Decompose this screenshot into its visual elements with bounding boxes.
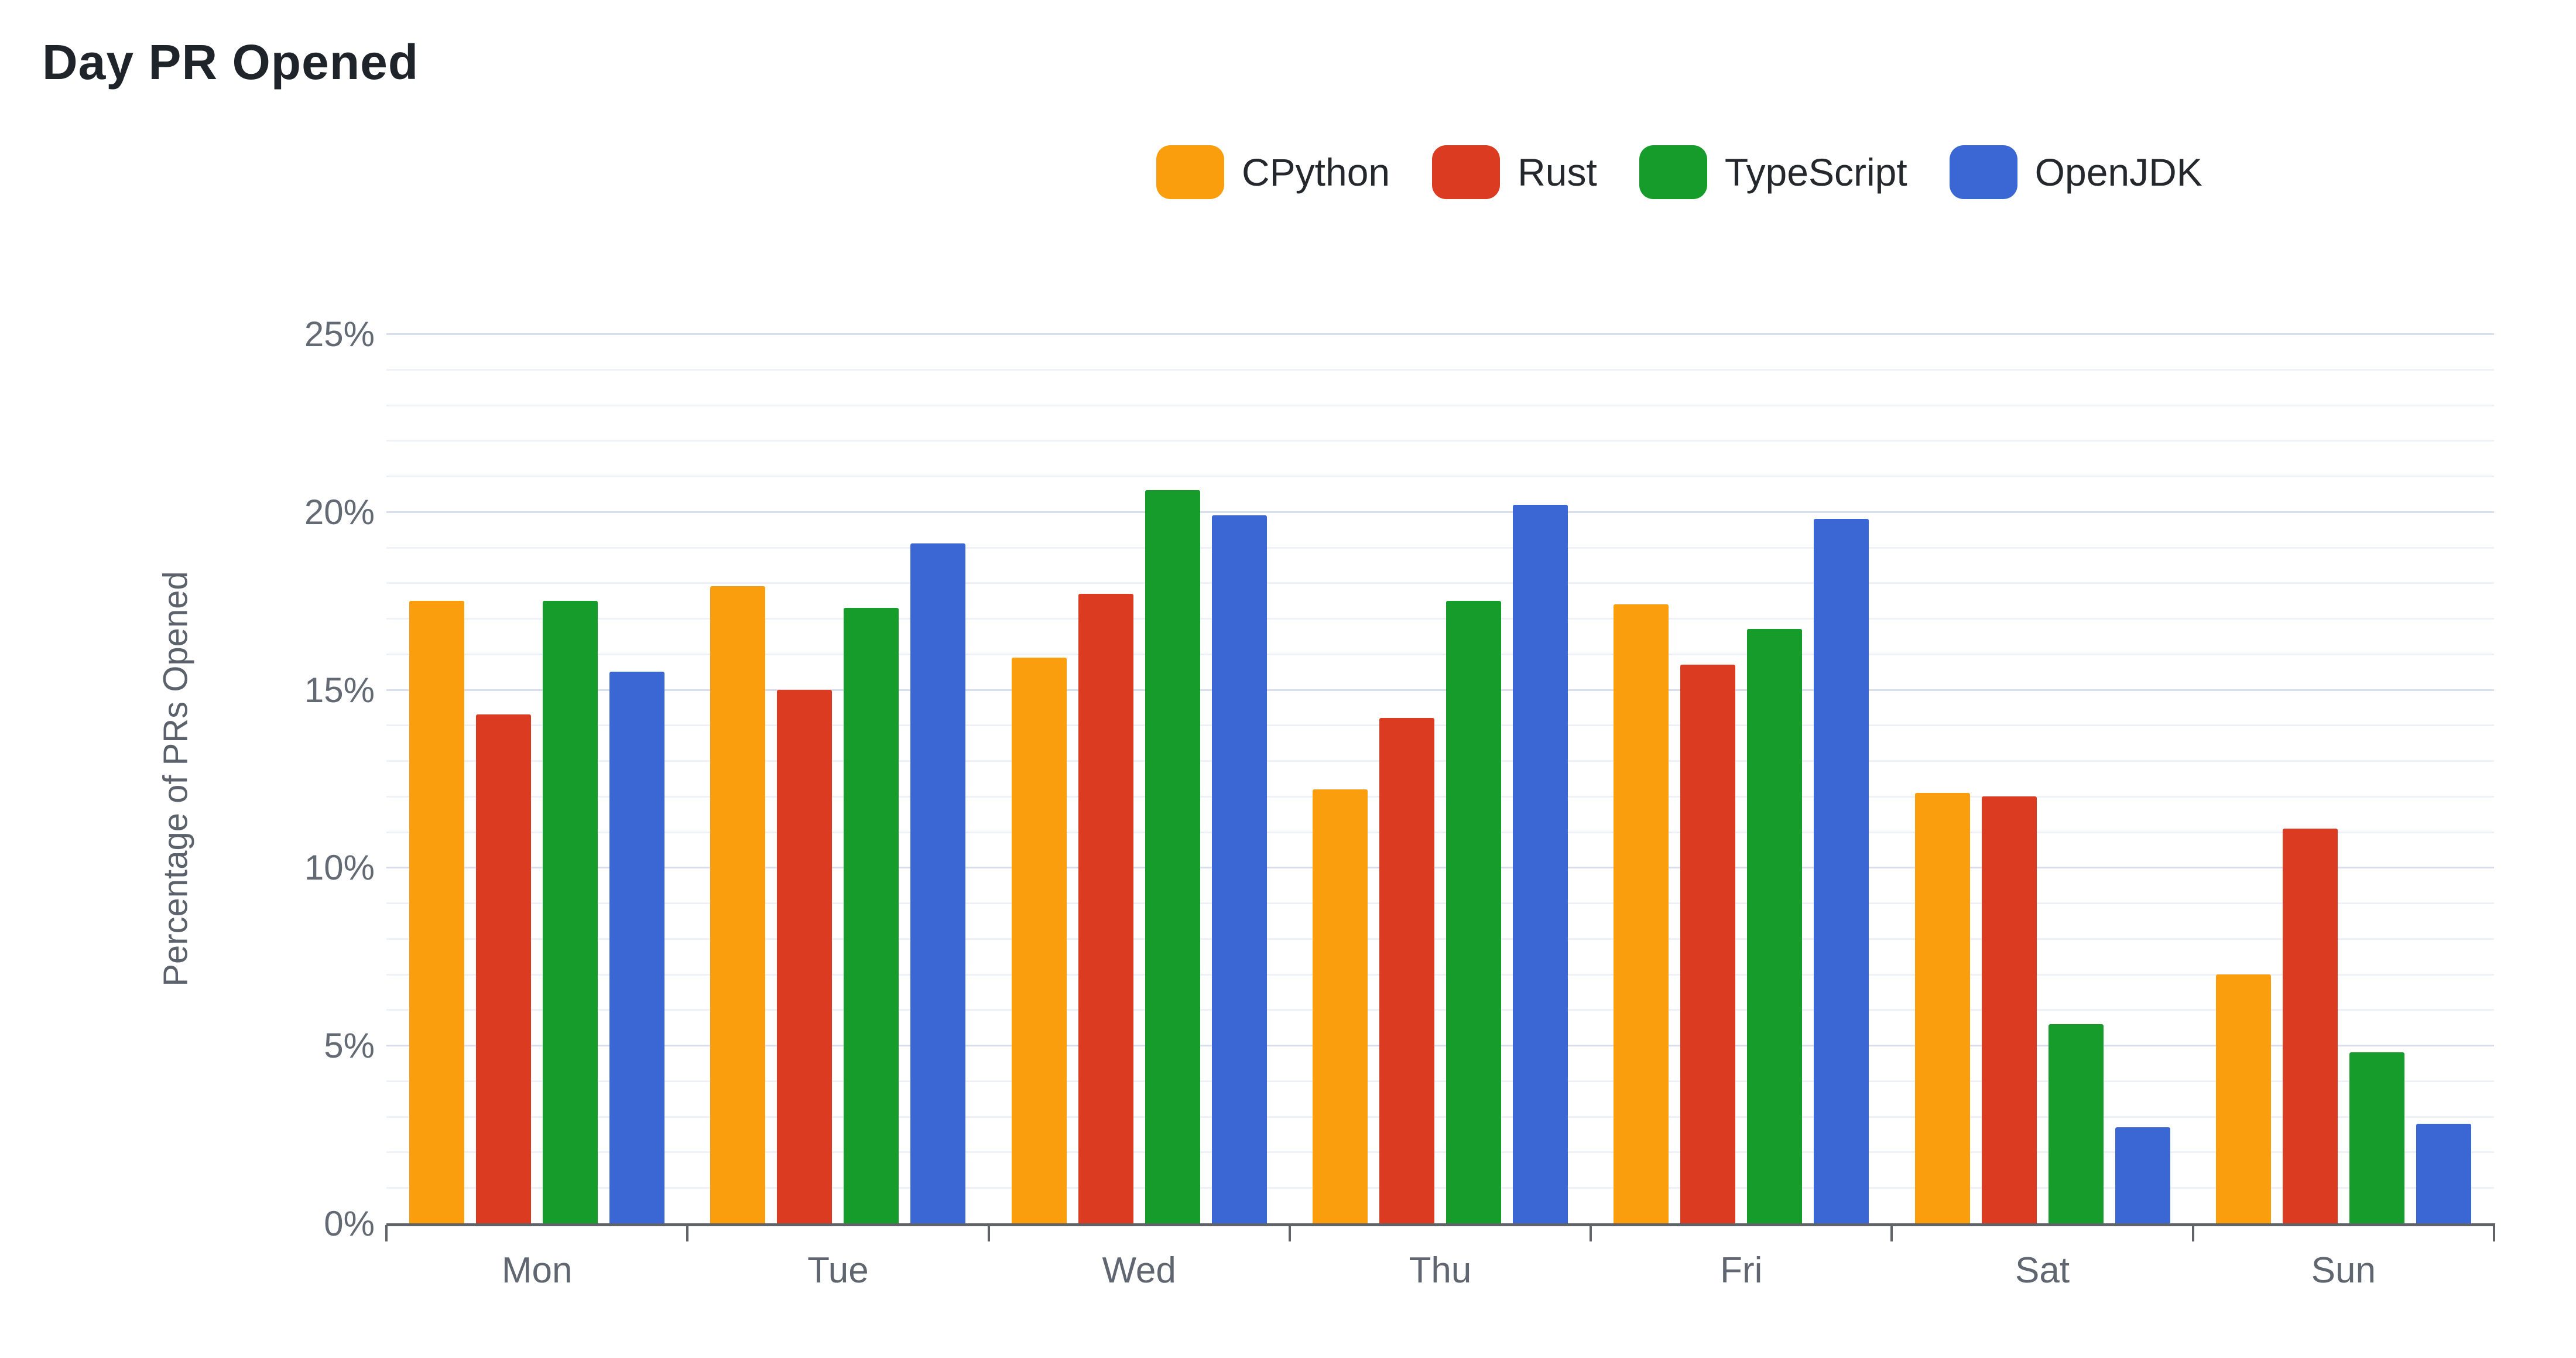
legend-item-openjdk[interactable]: OpenJDK	[1949, 145, 2202, 199]
legend-swatch-openjdk	[1949, 145, 2017, 199]
bar-openjdk-sun[interactable]	[2416, 1123, 2471, 1223]
minor-gridline-9pct	[386, 902, 2494, 905]
bar-cpython-fri[interactable]	[1614, 604, 1669, 1223]
bar-typescript-wed[interactable]	[1145, 490, 1200, 1223]
legend-label: OpenJDK	[2034, 150, 2202, 194]
x-tick-label-fri: Fri	[1720, 1250, 1763, 1291]
bar-rust-tue[interactable]	[777, 689, 833, 1223]
major-gridline-20pct	[386, 511, 2494, 513]
y-tick-label-25pct: 25%	[304, 314, 375, 354]
bar-rust-wed[interactable]	[1078, 593, 1133, 1223]
minor-gridline-3pct	[386, 1116, 2494, 1118]
major-gridline-10pct	[386, 867, 2494, 869]
bar-group-tue	[687, 543, 988, 1223]
x-axis-tick	[385, 1225, 388, 1241]
bar-rust-mon[interactable]	[476, 714, 532, 1223]
minor-gridline-11pct	[386, 831, 2494, 833]
y-tick-label-20pct: 20%	[304, 492, 375, 532]
legend-label: TypeScript	[1724, 150, 1907, 194]
y-tick-label-10pct: 10%	[304, 848, 375, 888]
bar-openjdk-wed[interactable]	[1211, 515, 1267, 1223]
x-axis-tick	[1288, 1225, 1291, 1241]
minor-gridline-19pct	[386, 546, 2494, 549]
y-axis-title: Percentage of PRs Opened	[156, 571, 195, 987]
bar-group-sun	[2193, 828, 2494, 1223]
bar-typescript-mon[interactable]	[543, 600, 598, 1223]
minor-gridline-7pct	[386, 973, 2494, 976]
x-tick-label-wed: Wed	[1102, 1250, 1176, 1291]
major-gridline-5pct	[386, 1045, 2494, 1047]
bar-typescript-tue[interactable]	[844, 607, 899, 1223]
x-tick-label-thu: Thu	[1409, 1250, 1472, 1291]
bar-openjdk-sat[interactable]	[2115, 1127, 2170, 1223]
major-gridline-25pct	[386, 333, 2494, 335]
x-axis-tick	[987, 1225, 990, 1241]
bar-group-thu	[1290, 504, 1591, 1223]
legend-item-cpython[interactable]: CPython	[1156, 145, 1390, 199]
y-tick-label-0pct: 0%	[324, 1204, 375, 1243]
legend-swatch-typescript	[1639, 145, 1707, 199]
bar-cpython-wed[interactable]	[1011, 657, 1067, 1223]
minor-gridline-22pct	[386, 440, 2494, 442]
x-tick-label-mon: Mon	[501, 1250, 573, 1291]
bar-cpython-thu[interactable]	[1312, 789, 1368, 1223]
bar-rust-sun[interactable]	[2282, 828, 2338, 1223]
minor-gridline-6pct	[386, 1009, 2494, 1011]
x-axis-tick	[1890, 1225, 1893, 1241]
minor-gridline-1pct	[386, 1187, 2494, 1189]
bar-typescript-sun[interactable]	[2349, 1052, 2404, 1223]
plot-area	[386, 333, 2494, 1223]
bar-group-wed	[989, 490, 1290, 1223]
legend: CPython Rust TypeScript OpenJDK	[1156, 145, 2202, 199]
bar-typescript-sat[interactable]	[2048, 1024, 2104, 1223]
bar-cpython-sun[interactable]	[2215, 974, 2271, 1223]
bar-group-fri	[1591, 518, 1892, 1223]
bar-typescript-fri[interactable]	[1747, 629, 1803, 1223]
bar-rust-fri[interactable]	[1680, 665, 1736, 1223]
bar-openjdk-fri[interactable]	[1814, 518, 1869, 1223]
legend-swatch-rust	[1432, 145, 1501, 199]
x-tick-label-sat: Sat	[2015, 1250, 2070, 1291]
minor-gridline-16pct	[386, 653, 2494, 655]
legend-label: Rust	[1517, 150, 1597, 194]
x-axis-baseline	[386, 1223, 2495, 1226]
minor-gridline-17pct	[386, 618, 2494, 620]
chart-title: Day PR Opened	[42, 35, 419, 90]
legend-swatch-cpython	[1156, 145, 1224, 199]
minor-gridline-8pct	[386, 938, 2494, 940]
x-axis-tick	[2493, 1225, 2495, 1241]
x-tick-label-sun: Sun	[2311, 1250, 2376, 1291]
bar-openjdk-tue[interactable]	[910, 543, 966, 1223]
legend-item-typescript[interactable]: TypeScript	[1639, 145, 1907, 199]
legend-label: CPython	[1242, 150, 1390, 194]
y-tick-label-5pct: 5%	[324, 1026, 375, 1066]
bar-typescript-thu[interactable]	[1445, 600, 1501, 1223]
minor-gridline-12pct	[386, 795, 2494, 798]
x-tick-label-tue: Tue	[807, 1250, 869, 1291]
bar-openjdk-thu[interactable]	[1512, 504, 1568, 1223]
minor-gridline-21pct	[386, 476, 2494, 478]
bar-openjdk-mon[interactable]	[609, 672, 665, 1223]
bar-group-sat	[1892, 792, 2193, 1223]
minor-gridline-4pct	[386, 1080, 2494, 1082]
minor-gridline-13pct	[386, 760, 2494, 762]
minor-gridline-24pct	[386, 368, 2494, 371]
bar-group-mon	[386, 600, 687, 1223]
bar-rust-thu[interactable]	[1379, 718, 1434, 1223]
x-axis-tick	[2191, 1225, 2194, 1241]
x-axis-tick	[686, 1225, 689, 1241]
minor-gridline-18pct	[386, 582, 2494, 584]
major-gridline-15pct	[386, 689, 2494, 691]
minor-gridline-2pct	[386, 1151, 2494, 1154]
bar-cpython-sat[interactable]	[1914, 792, 1970, 1223]
legend-item-rust[interactable]: Rust	[1432, 145, 1597, 199]
minor-gridline-14pct	[386, 724, 2494, 727]
bar-rust-sat[interactable]	[1981, 796, 2037, 1223]
minor-gridline-23pct	[386, 404, 2494, 406]
bar-cpython-mon[interactable]	[409, 600, 465, 1223]
x-axis-tick	[1590, 1225, 1592, 1241]
y-tick-label-15pct: 15%	[304, 670, 375, 710]
bar-cpython-tue[interactable]	[710, 586, 766, 1223]
